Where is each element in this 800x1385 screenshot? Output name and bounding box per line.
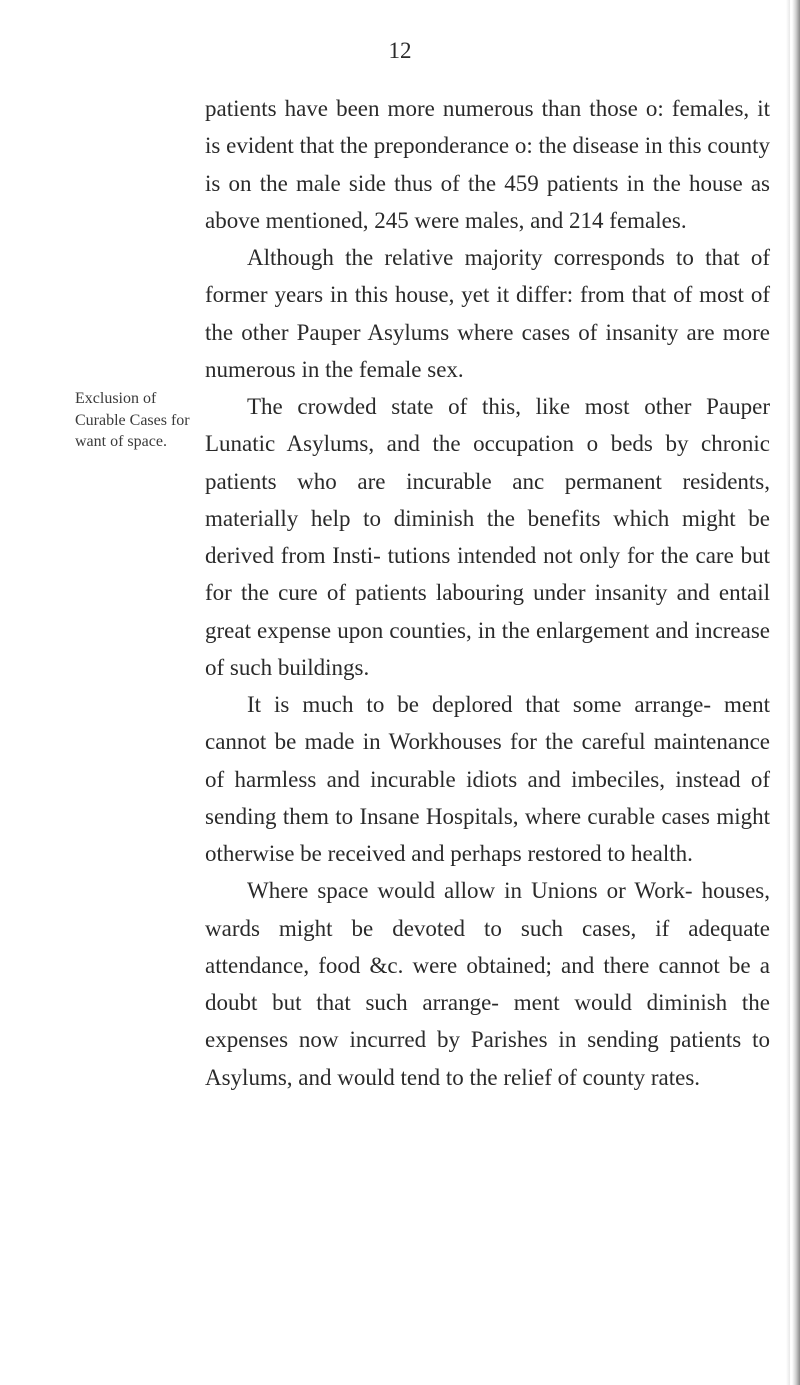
margin-note-exclusion: Exclusion of Curable Cases for want of s… xyxy=(75,388,195,453)
document-page: 12 patients have been more numerous than… xyxy=(0,0,800,1385)
paragraph-2: Although the relative majority correspon… xyxy=(205,239,770,388)
page-number: 12 xyxy=(389,38,412,64)
paragraph-3-wrapper: Exclusion of Curable Cases for want of s… xyxy=(205,388,770,686)
paragraph-1: patients have been more numerous than th… xyxy=(205,90,770,239)
page-edge-shadow-inner xyxy=(786,0,790,1385)
paragraph-4: It is much to be deplored that some arra… xyxy=(205,686,770,872)
paragraph-3: The crowded state of this, like most oth… xyxy=(205,388,770,686)
page-content: patients have been more numerous than th… xyxy=(75,90,770,1096)
page-edge-shadow xyxy=(792,0,800,1385)
paragraph-5: Where space would allow in Unions or Wor… xyxy=(205,872,770,1096)
